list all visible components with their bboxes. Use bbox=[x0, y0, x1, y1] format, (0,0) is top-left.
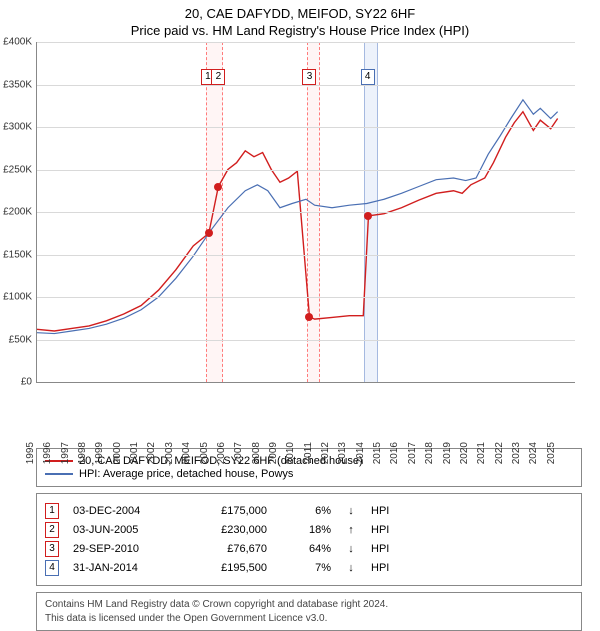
event-price: £76,670 bbox=[187, 543, 267, 555]
y-axis-labels: £0£50K£100K£150K£200K£250K£300K£350K£400… bbox=[0, 42, 34, 412]
x-tick-label: 2004 bbox=[181, 442, 192, 464]
x-axis-labels: 1995199619971998199920002001200220032004… bbox=[36, 412, 574, 442]
event-box: 3 bbox=[45, 541, 59, 557]
event-dot bbox=[214, 183, 222, 191]
chart-area: £0£50K£100K£150K£200K£250K£300K£350K£400… bbox=[36, 42, 596, 412]
x-tick-label: 2011 bbox=[303, 442, 314, 464]
footer-line-1: Contains HM Land Registry data © Crown c… bbox=[45, 598, 573, 612]
legend-row: HPI: Average price, detached house, Powy… bbox=[45, 468, 573, 480]
events-table: 1 03-DEC-2004 £175,000 6% ↓ HPI 2 03-JUN-2005 £2… bbox=[36, 493, 582, 586]
x-tick-label: 1995 bbox=[25, 442, 36, 464]
x-tick-label: 2016 bbox=[389, 442, 400, 464]
event-row: 4 31-JAN-2014 £195,500 7% ↓ HPI bbox=[45, 560, 573, 576]
event-pct: 64% bbox=[281, 543, 331, 555]
y-tick-label: £0 bbox=[21, 377, 32, 388]
y-tick-label: £300K bbox=[3, 122, 32, 133]
y-tick-label: £50K bbox=[9, 334, 32, 345]
event-box: 4 bbox=[45, 560, 59, 576]
chart-title: 20, CAE DAFYDD, MEIFOD, SY22 6HF bbox=[0, 6, 600, 21]
event-price: £230,000 bbox=[187, 524, 267, 536]
x-tick-label: 2000 bbox=[112, 442, 123, 464]
x-tick-label: 2007 bbox=[233, 442, 244, 464]
event-dot bbox=[305, 313, 313, 321]
chart-subtitle: Price paid vs. HM Land Registry's House … bbox=[0, 23, 600, 38]
legend-swatch bbox=[45, 473, 73, 475]
event-arrow-icon: ↑ bbox=[345, 524, 357, 536]
gridline bbox=[37, 170, 575, 171]
event-vs: HPI bbox=[371, 524, 389, 536]
x-tick-label: 2010 bbox=[285, 442, 296, 464]
x-tick-label: 2023 bbox=[511, 442, 522, 464]
x-tick-label: 2017 bbox=[407, 442, 418, 464]
x-tick-label: 1997 bbox=[60, 442, 71, 464]
event-date: 31-JAN-2014 bbox=[73, 562, 173, 574]
y-tick-label: £400K bbox=[3, 37, 32, 48]
event-dot bbox=[205, 229, 213, 237]
y-tick-label: £250K bbox=[3, 164, 32, 175]
x-tick-label: 2003 bbox=[164, 442, 175, 464]
x-tick-label: 2001 bbox=[129, 442, 140, 464]
gridline bbox=[37, 340, 575, 341]
y-tick-label: £200K bbox=[3, 207, 32, 218]
event-row: 2 03-JUN-2005 £230,000 18% ↑ HPI bbox=[45, 522, 573, 538]
y-tick-label: £350K bbox=[3, 79, 32, 90]
event-pct: 18% bbox=[281, 524, 331, 536]
x-tick-label: 2014 bbox=[355, 442, 366, 464]
gridline bbox=[37, 42, 575, 43]
event-arrow-icon: ↓ bbox=[345, 562, 357, 574]
event-vs: HPI bbox=[371, 543, 389, 555]
x-tick-label: 2008 bbox=[251, 442, 262, 464]
event-box: 2 bbox=[45, 522, 59, 538]
x-tick-label: 2006 bbox=[216, 442, 227, 464]
event-vs: HPI bbox=[371, 505, 389, 517]
x-tick-label: 2015 bbox=[372, 442, 383, 464]
event-marker-2: 2 bbox=[211, 69, 225, 85]
event-marker-4: 4 bbox=[361, 69, 375, 85]
y-tick-label: £150K bbox=[3, 249, 32, 260]
footer-line-2: This data is licensed under the Open Gov… bbox=[45, 612, 573, 626]
event-price: £175,000 bbox=[187, 505, 267, 517]
event-vs: HPI bbox=[371, 562, 389, 574]
x-tick-label: 1999 bbox=[94, 442, 105, 464]
x-tick-label: 2019 bbox=[442, 442, 453, 464]
event-arrow-icon: ↓ bbox=[345, 505, 357, 517]
event-dot bbox=[364, 212, 372, 220]
x-tick-label: 1998 bbox=[77, 442, 88, 464]
event-marker-3: 3 bbox=[302, 69, 316, 85]
x-tick-label: 2013 bbox=[337, 442, 348, 464]
x-tick-label: 2021 bbox=[476, 442, 487, 464]
gridline bbox=[37, 127, 575, 128]
plot-area: 1234 bbox=[36, 42, 575, 383]
y-tick-label: £100K bbox=[3, 292, 32, 303]
event-date: 29-SEP-2010 bbox=[73, 543, 173, 555]
gridline bbox=[37, 212, 575, 213]
event-date: 03-JUN-2005 bbox=[73, 524, 173, 536]
x-tick-label: 2005 bbox=[199, 442, 210, 464]
event-price: £195,500 bbox=[187, 562, 267, 574]
event-row: 1 03-DEC-2004 £175,000 6% ↓ HPI bbox=[45, 503, 573, 519]
x-tick-label: 2020 bbox=[459, 442, 470, 464]
event-row: 3 29-SEP-2010 £76,670 64% ↓ HPI bbox=[45, 541, 573, 557]
x-tick-label: 2025 bbox=[546, 442, 557, 464]
gridline bbox=[37, 297, 575, 298]
x-tick-label: 2022 bbox=[494, 442, 505, 464]
x-tick-label: 2018 bbox=[424, 442, 435, 464]
event-arrow-icon: ↓ bbox=[345, 543, 357, 555]
series-price_paid bbox=[37, 112, 558, 331]
x-tick-label: 2009 bbox=[268, 442, 279, 464]
x-tick-label: 2024 bbox=[528, 442, 539, 464]
x-tick-label: 1996 bbox=[42, 442, 53, 464]
footer: Contains HM Land Registry data © Crown c… bbox=[36, 592, 582, 631]
x-tick-label: 2012 bbox=[320, 442, 331, 464]
gridline bbox=[37, 255, 575, 256]
event-pct: 7% bbox=[281, 562, 331, 574]
event-date: 03-DEC-2004 bbox=[73, 505, 173, 517]
event-box: 1 bbox=[45, 503, 59, 519]
legend-label: HPI: Average price, detached house, Powy… bbox=[79, 468, 293, 480]
event-pct: 6% bbox=[281, 505, 331, 517]
series-hpi bbox=[37, 100, 558, 334]
x-tick-label: 2002 bbox=[146, 442, 157, 464]
